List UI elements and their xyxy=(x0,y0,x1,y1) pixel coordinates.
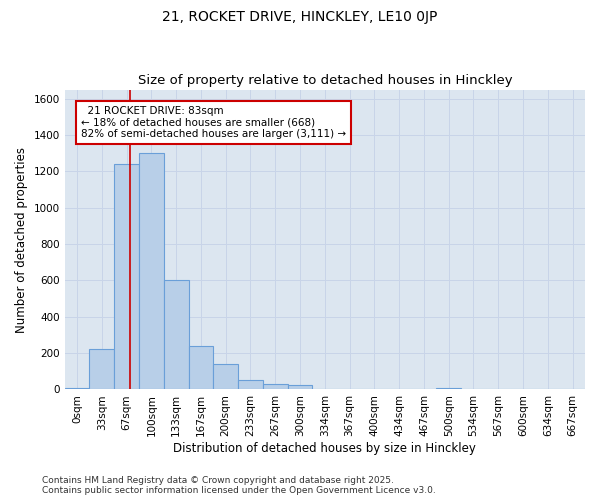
Text: Contains HM Land Registry data © Crown copyright and database right 2025.
Contai: Contains HM Land Registry data © Crown c… xyxy=(42,476,436,495)
Text: 21 ROCKET DRIVE: 83sqm
← 18% of detached houses are smaller (668)
82% of semi-de: 21 ROCKET DRIVE: 83sqm ← 18% of detached… xyxy=(81,106,346,139)
Bar xyxy=(164,280,188,390)
X-axis label: Distribution of detached houses by size in Hinckley: Distribution of detached houses by size … xyxy=(173,442,476,455)
Bar xyxy=(139,153,164,390)
Bar xyxy=(114,164,139,390)
Bar xyxy=(287,385,313,390)
Y-axis label: Number of detached properties: Number of detached properties xyxy=(15,146,28,332)
Title: Size of property relative to detached houses in Hinckley: Size of property relative to detached ho… xyxy=(137,74,512,87)
Text: 21, ROCKET DRIVE, HINCKLEY, LE10 0JP: 21, ROCKET DRIVE, HINCKLEY, LE10 0JP xyxy=(163,10,437,24)
Bar xyxy=(214,364,238,390)
Bar xyxy=(238,380,263,390)
Bar xyxy=(188,346,214,390)
Bar xyxy=(263,384,287,390)
Bar xyxy=(436,388,461,390)
Bar xyxy=(65,388,89,390)
Bar xyxy=(89,350,114,390)
